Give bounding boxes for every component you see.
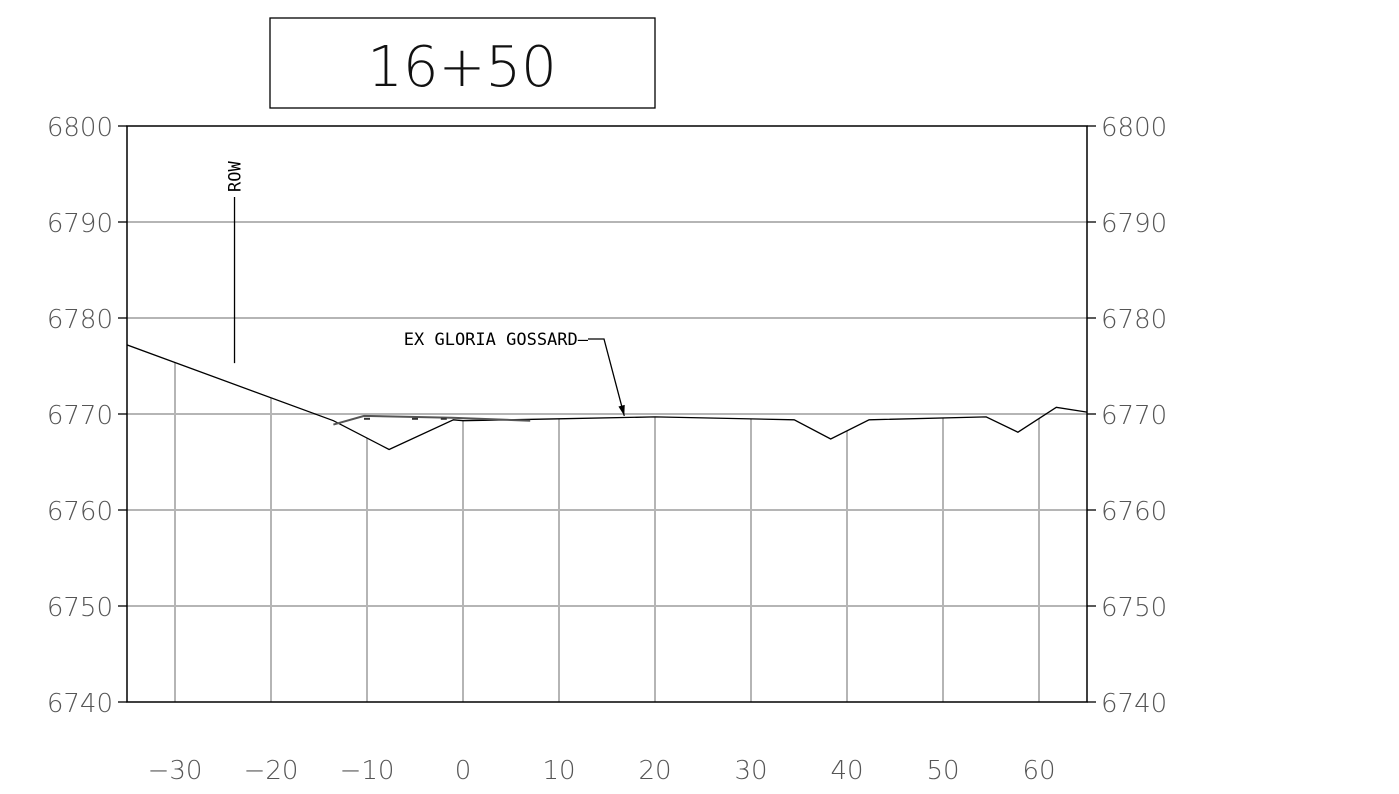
x-tick-label: 10 xyxy=(542,756,575,786)
y-tick-label-left: 6790 xyxy=(47,209,113,239)
profile-lines xyxy=(126,344,1088,451)
y-tick-label-right: 6780 xyxy=(1101,305,1167,335)
x-tick-label: 20 xyxy=(638,756,671,786)
y-tick-label-right: 6750 xyxy=(1101,593,1167,623)
axis-ticks: 6740 6740 6750 6750 6760 6760 6770 6770 6780 6780… xyxy=(47,113,1167,786)
x-tick-label: 0 xyxy=(455,756,472,786)
y-tick-label-right: 6760 xyxy=(1101,497,1167,527)
y-tick-label-left: 6800 xyxy=(47,113,113,143)
y-tick-label-left: 6750 xyxy=(47,593,113,623)
y-tick-label-left: 6740 xyxy=(47,689,113,719)
ground-callout-leader xyxy=(588,338,625,417)
y-tick-label-right: 6770 xyxy=(1101,401,1167,431)
x-tick-label: −30 xyxy=(148,756,203,786)
ground-callout-arrowhead xyxy=(618,404,625,416)
y-tick-label-left: 6760 xyxy=(47,497,113,527)
grid xyxy=(127,221,1087,702)
ground-callout-label: EX GLORIA GOSSARD— xyxy=(404,330,589,350)
x-tick-label: 50 xyxy=(926,756,959,786)
y-tick-label-left: 6780 xyxy=(47,305,113,335)
station-title: 16+50 xyxy=(269,17,656,109)
x-tick-label: −10 xyxy=(340,756,395,786)
x-tick-label: 30 xyxy=(734,756,767,786)
x-tick-label: 40 xyxy=(830,756,863,786)
row-label: ROW xyxy=(226,161,246,192)
station-title-box xyxy=(269,17,656,109)
annotations: ROW EX GLORIA GOSSARD— xyxy=(226,161,625,420)
existing-ground-line xyxy=(126,344,1088,451)
y-tick-label-left: 6770 xyxy=(47,401,113,431)
y-tick-label-right: 6790 xyxy=(1101,209,1167,239)
y-tick-label-right: 6740 xyxy=(1101,689,1167,719)
x-tick-label: 60 xyxy=(1022,756,1055,786)
station-title-text: 16+50 xyxy=(367,35,556,100)
x-tick-label: −20 xyxy=(244,756,299,786)
y-tick-label-right: 6800 xyxy=(1101,113,1167,143)
proposed-section-line xyxy=(333,414,531,426)
